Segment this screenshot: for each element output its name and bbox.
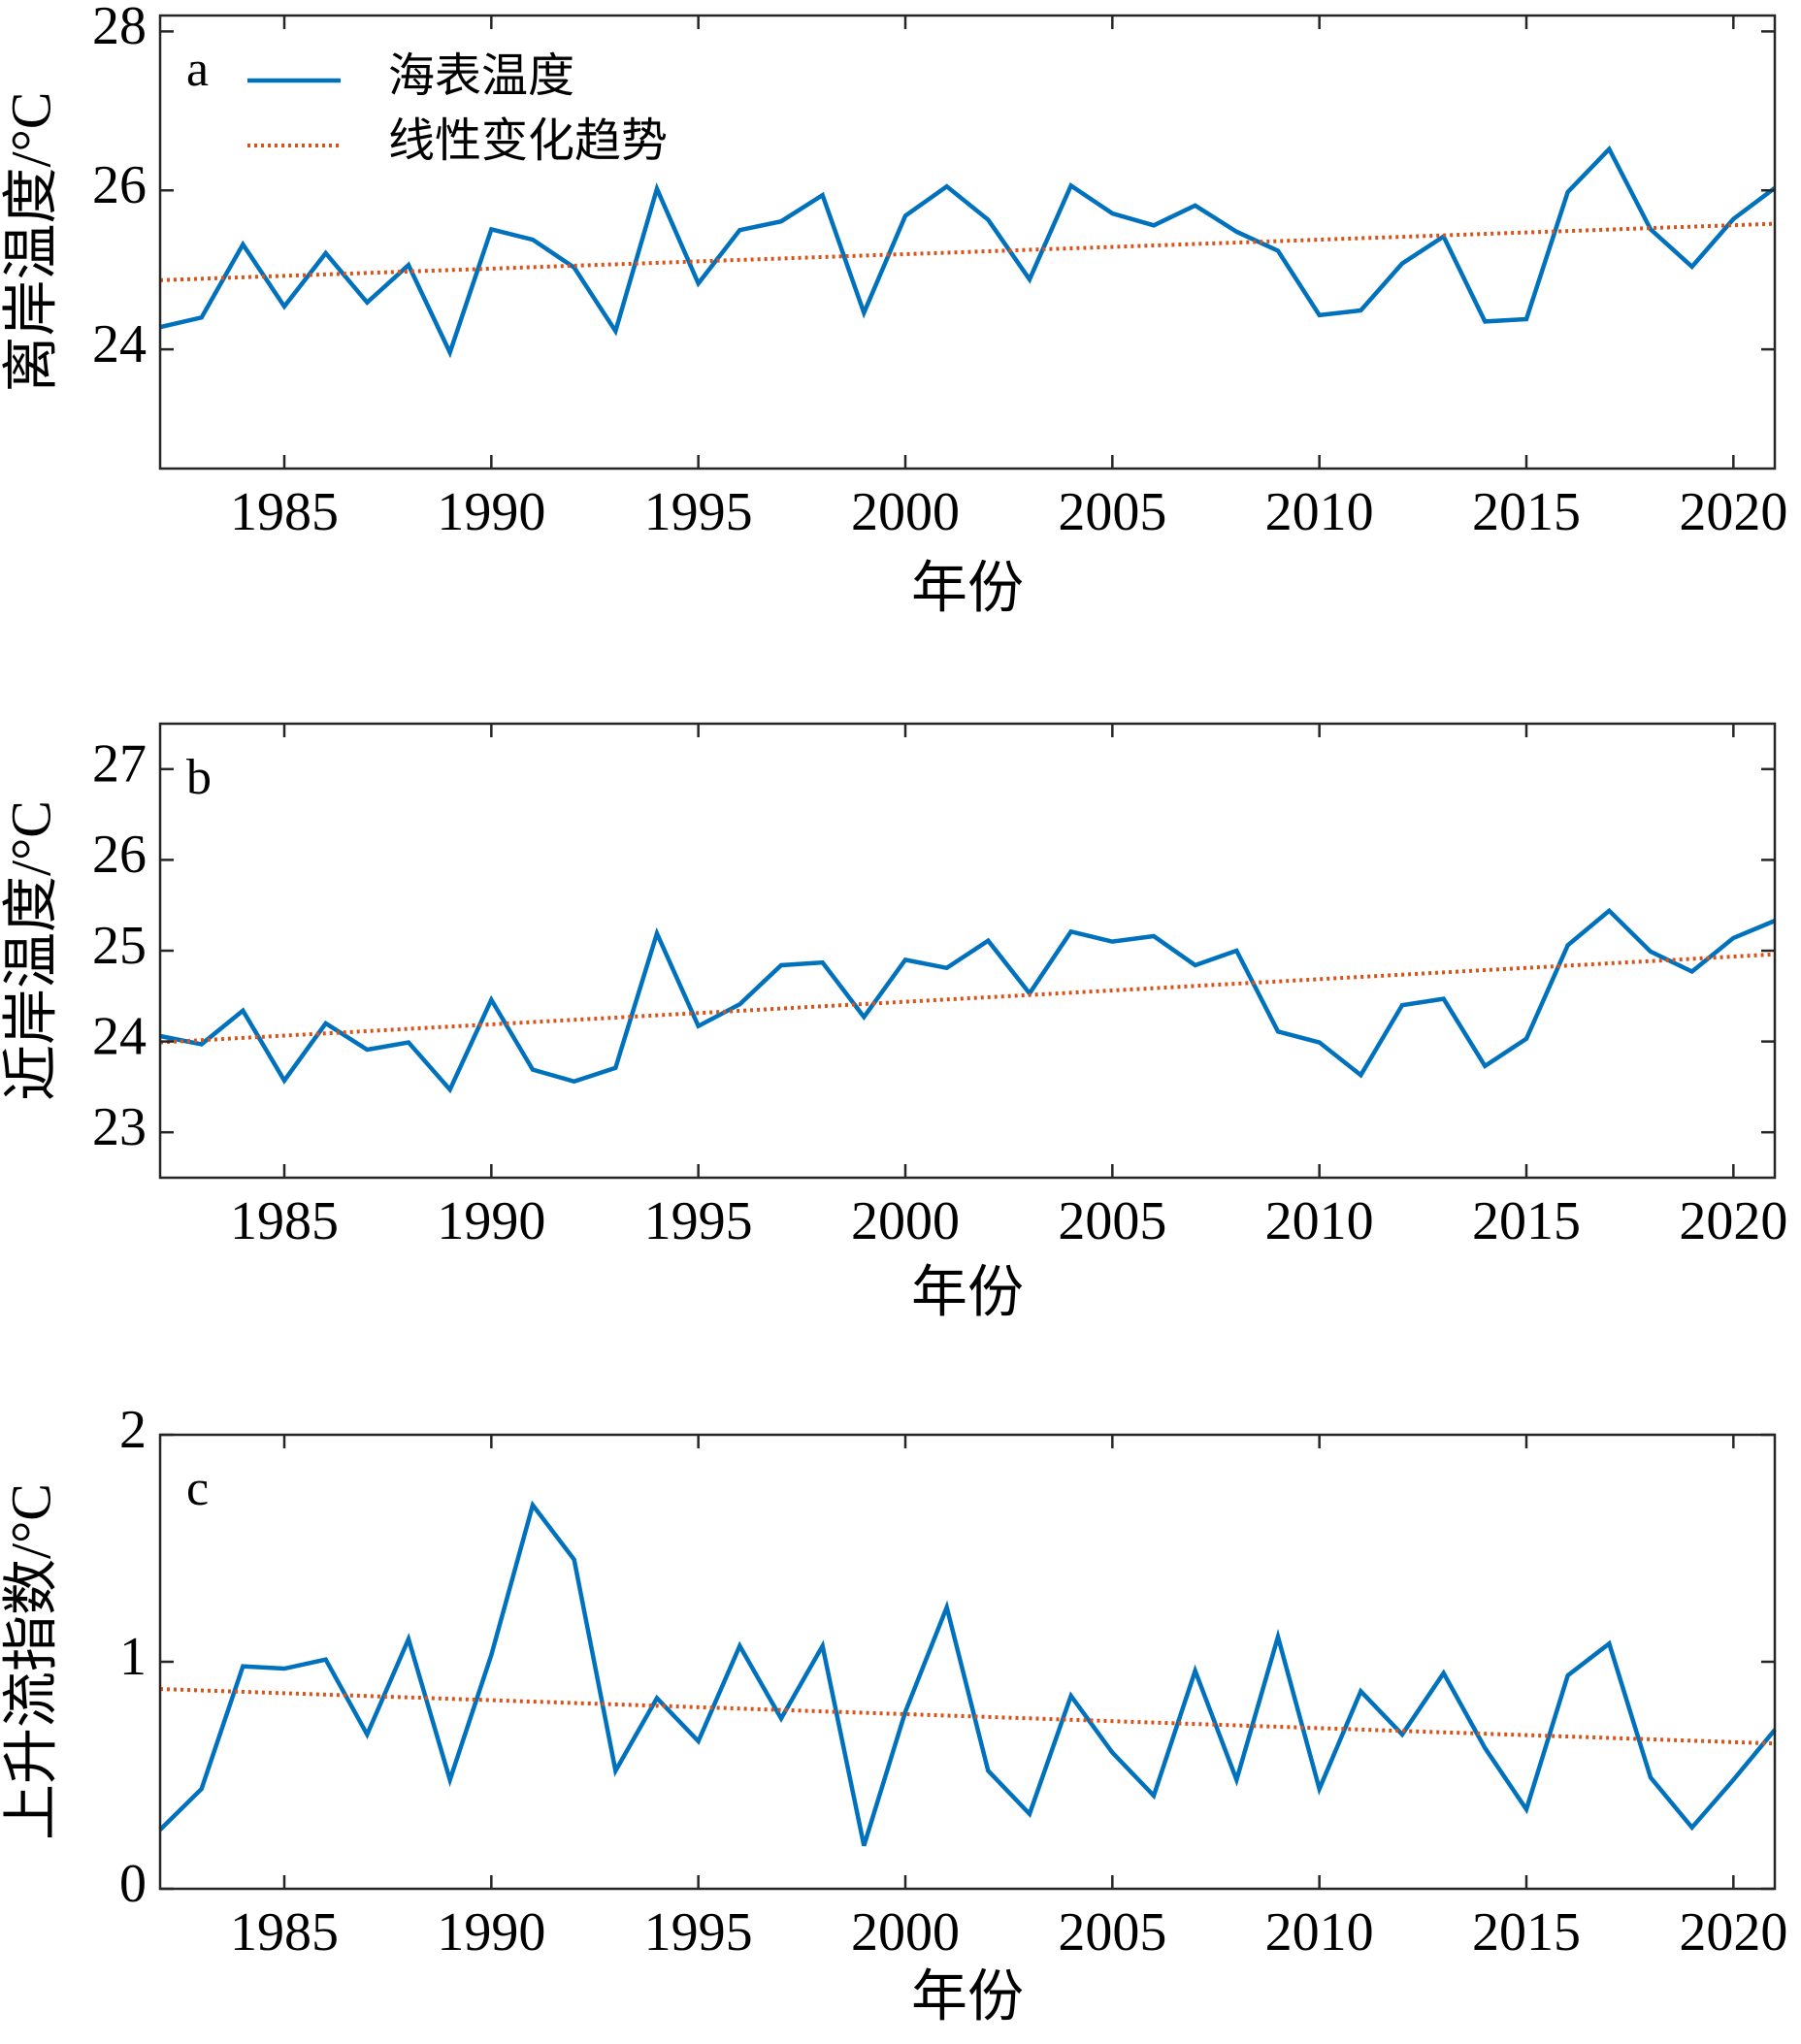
x-tick-label: 1990 [437, 1191, 545, 1251]
x-tick-label: 2020 [1679, 1191, 1787, 1251]
y-tick-label: 1 [119, 1627, 147, 1687]
x-tick-label: 2015 [1472, 1902, 1581, 1963]
y-tick-label: 25 [92, 916, 147, 976]
legend-label: 海表温度 [388, 50, 574, 102]
plot-frame [158, 722, 1777, 1180]
x-tick-label: 1985 [230, 1902, 339, 1963]
x-tick-label: 1985 [230, 1191, 339, 1251]
x-axis-label: 年份 [911, 556, 1024, 619]
x-tick-label: 2000 [851, 1902, 960, 1963]
series-line [159, 1687, 1776, 1746]
x-tick-label: 2005 [1058, 482, 1166, 542]
x-axis-label: 年份 [911, 1964, 1024, 2028]
series-line [159, 952, 1776, 1045]
x-tick-label: 2000 [851, 482, 960, 542]
y-tick-label: 28 [92, 0, 147, 56]
x-tick-label: 1995 [644, 1191, 753, 1251]
x-tick-label: 1995 [644, 1902, 753, 1963]
x-tick-label: 2000 [851, 1191, 960, 1251]
x-tick-label: 2010 [1265, 1902, 1374, 1963]
x-tick-label: 2005 [1058, 1902, 1166, 1963]
series-line [158, 1500, 1777, 1847]
x-tick-label: 2020 [1679, 1902, 1787, 1963]
x-axis-label: 年份 [911, 1260, 1024, 1323]
y-axis-label: 离岸温度/°C [0, 92, 62, 393]
y-axis-label: 上升流指数/°C [0, 1483, 62, 1840]
y-tick-label: 0 [119, 1854, 147, 1914]
x-tick-label: 1985 [230, 482, 339, 542]
x-tick-label: 2010 [1265, 1191, 1374, 1251]
y-tick-label: 26 [92, 155, 147, 215]
panel-letter: a [186, 42, 209, 97]
x-tick-label: 2005 [1058, 1191, 1166, 1251]
y-tick-label: 24 [92, 314, 147, 374]
x-tick-label: 1990 [437, 482, 545, 542]
x-tick-label: 1995 [644, 482, 753, 542]
y-tick-label: 24 [92, 1006, 147, 1066]
legend-label: 线性变化趋势 [388, 115, 668, 167]
x-tick-label: 2015 [1472, 1191, 1581, 1251]
x-tick-label: 2020 [1679, 482, 1787, 542]
plot-frame [158, 1433, 1777, 1891]
series-line [159, 221, 1776, 282]
y-tick-label: 2 [119, 1400, 147, 1460]
panel-letter: b [186, 750, 212, 805]
y-axis-label: 近岸温度/°C [0, 800, 62, 1101]
x-tick-label: 2010 [1265, 482, 1374, 542]
panel-letter: c [186, 1461, 209, 1516]
y-tick-label: 27 [92, 734, 147, 795]
series-line [159, 145, 1777, 359]
x-tick-label: 1990 [437, 1902, 545, 1963]
series-line [159, 907, 1776, 1094]
plot-frame [158, 14, 1777, 470]
y-tick-label: 23 [92, 1097, 147, 1157]
y-tick-label: 26 [92, 825, 147, 885]
x-tick-label: 2015 [1472, 482, 1581, 542]
